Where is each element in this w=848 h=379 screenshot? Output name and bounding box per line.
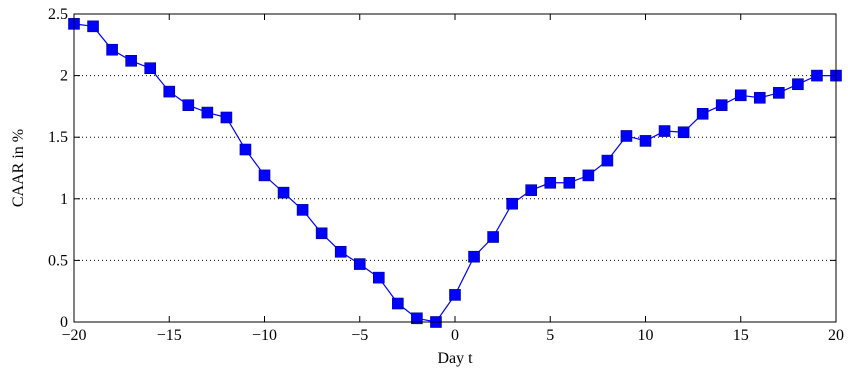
y-tick-label: 2.5 — [48, 6, 68, 23]
x-tick-label: −20 — [61, 327, 86, 344]
data-point-marker — [773, 87, 785, 99]
data-point-marker — [677, 126, 690, 139]
x-tick-label: 15 — [733, 327, 749, 344]
ticks: −20 −15 −10 −5 0 5 10 15 20 0 0.5 1 1.5 2 2.5 — [48, 6, 844, 344]
data-point-marker — [658, 125, 671, 137]
data-point-marker — [506, 197, 518, 210]
data-point-marker — [372, 271, 385, 284]
data-point-marker — [334, 245, 347, 258]
data-point-marker — [87, 20, 99, 33]
data-point-marker — [525, 184, 538, 196]
y-tick-label: 0 — [60, 314, 68, 331]
x-tick-label: −10 — [252, 327, 277, 344]
data-point-marker — [468, 250, 480, 263]
data-point-marker — [544, 176, 557, 189]
x-axis-title: Day t — [437, 350, 473, 367]
data-point-marker — [734, 89, 747, 102]
data-point-marker — [163, 85, 176, 98]
data-point-marker — [277, 186, 290, 199]
axes — [73, 13, 837, 323]
data-point-marker — [296, 204, 309, 216]
data-point-marker — [563, 176, 576, 189]
x-tick-label: −5 — [351, 327, 368, 344]
data-point-marker — [315, 227, 328, 240]
data-point-marker — [696, 107, 709, 120]
y-tick-label: 2 — [60, 68, 68, 85]
data-point-marker — [601, 154, 614, 167]
data-point-marker — [639, 135, 652, 147]
data-point-marker — [582, 169, 595, 182]
data-point-marker — [106, 43, 118, 56]
data-point-marker — [182, 99, 195, 111]
x-tick-label: 10 — [638, 327, 654, 344]
data-point-marker — [125, 55, 137, 67]
y-tick-label: 1.5 — [48, 129, 68, 146]
x-tick-label: 20 — [828, 327, 844, 344]
data-point-marker — [753, 91, 766, 104]
data-point-marker — [620, 130, 633, 142]
plot-frame — [73, 13, 837, 323]
y-tick-label: 1 — [60, 191, 68, 208]
data-point-marker — [201, 106, 214, 119]
data-point-marker — [239, 143, 252, 156]
data-point-marker — [144, 62, 156, 75]
x-tick-label: 0 — [451, 327, 459, 344]
data-point-marker — [220, 111, 233, 124]
x-tick-label: −15 — [157, 327, 182, 344]
data-point-marker — [392, 297, 404, 310]
y-tick-label: 0.5 — [48, 252, 68, 269]
data-point-marker — [449, 289, 461, 301]
data-point-marker — [353, 258, 366, 270]
series-line-group — [68, 18, 842, 328]
series-line — [73, 23, 836, 323]
y-axis-title: CAAR in % — [10, 129, 27, 207]
data-point-marker — [258, 169, 271, 182]
data-point-marker — [715, 99, 728, 111]
data-point-marker — [487, 231, 499, 243]
data-point-marker — [811, 69, 823, 82]
data-point-marker — [411, 312, 423, 325]
data-point-marker — [792, 78, 804, 91]
x-tick-label: 5 — [546, 327, 554, 344]
grid-lines — [74, 75, 836, 261]
